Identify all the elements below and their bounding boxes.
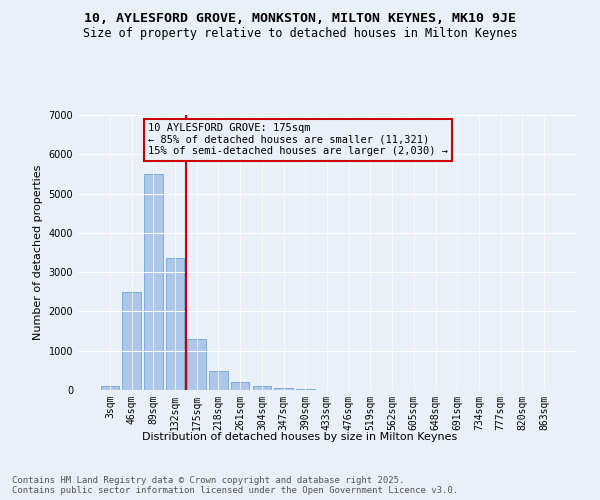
Bar: [122, 292, 141, 390]
Bar: [187, 339, 206, 390]
Y-axis label: Number of detached properties: Number of detached properties: [33, 165, 43, 340]
Text: Size of property relative to detached houses in Milton Keynes: Size of property relative to detached ho…: [83, 28, 517, 40]
Bar: [101, 386, 119, 390]
Text: Distribution of detached houses by size in Milton Keynes: Distribution of detached houses by size …: [142, 432, 458, 442]
Bar: [274, 388, 293, 390]
Bar: [166, 258, 184, 390]
Bar: [209, 371, 227, 390]
Text: Contains HM Land Registry data © Crown copyright and database right 2025.
Contai: Contains HM Land Registry data © Crown c…: [12, 476, 458, 495]
Bar: [231, 382, 250, 390]
Text: 10, AYLESFORD GROVE, MONKSTON, MILTON KEYNES, MK10 9JE: 10, AYLESFORD GROVE, MONKSTON, MILTON KE…: [84, 12, 516, 26]
Bar: [296, 389, 314, 390]
Bar: [144, 174, 163, 390]
Text: 10 AYLESFORD GROVE: 175sqm
← 85% of detached houses are smaller (11,321)
15% of : 10 AYLESFORD GROVE: 175sqm ← 85% of deta…: [148, 123, 448, 156]
Bar: [253, 386, 271, 390]
